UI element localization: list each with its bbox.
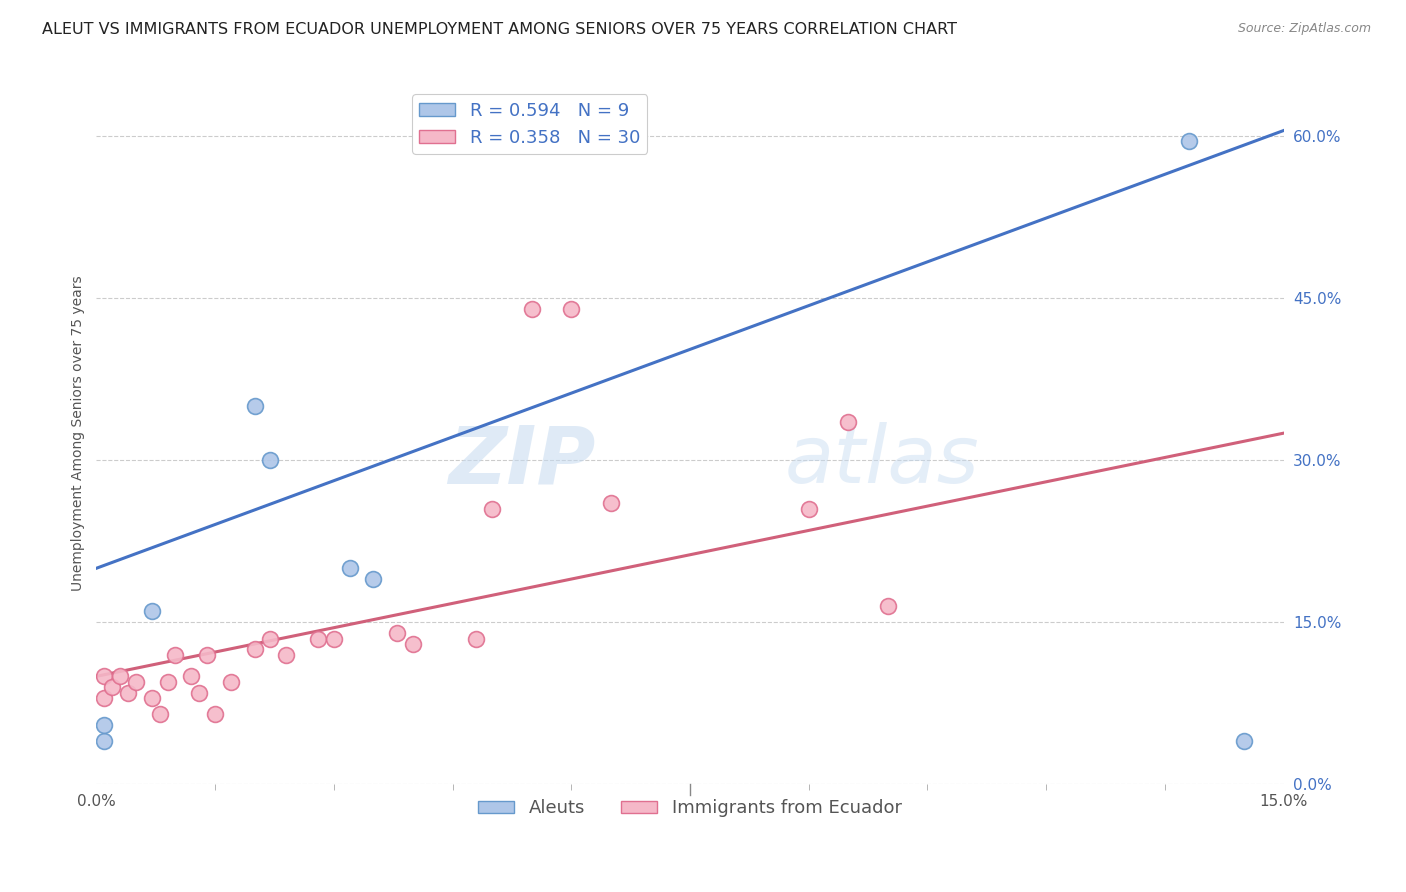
Point <box>1233 734 1256 748</box>
Point <box>195 648 218 662</box>
Text: Source: ZipAtlas.com: Source: ZipAtlas.com <box>1237 22 1371 36</box>
Point <box>276 648 298 662</box>
Point <box>520 301 543 316</box>
Point <box>125 674 148 689</box>
Point <box>93 734 115 748</box>
Point <box>108 669 131 683</box>
Point <box>141 605 163 619</box>
Point <box>93 669 115 683</box>
Point <box>322 632 344 646</box>
Point <box>307 632 329 646</box>
Text: atlas: atlas <box>785 422 980 500</box>
Point <box>101 680 124 694</box>
Point <box>402 637 425 651</box>
Point <box>149 707 172 722</box>
Point <box>117 685 139 699</box>
Text: ALEUT VS IMMIGRANTS FROM ECUADOR UNEMPLOYMENT AMONG SENIORS OVER 75 YEARS CORREL: ALEUT VS IMMIGRANTS FROM ECUADOR UNEMPLO… <box>42 22 957 37</box>
Point <box>243 399 266 413</box>
Point <box>188 685 211 699</box>
Point <box>363 572 385 586</box>
Point <box>797 501 820 516</box>
Y-axis label: Unemployment Among Seniors over 75 years: Unemployment Among Seniors over 75 years <box>72 276 86 591</box>
Point <box>165 648 187 662</box>
Point <box>1177 134 1199 148</box>
Point <box>219 674 242 689</box>
Point <box>259 632 281 646</box>
Point <box>385 626 408 640</box>
Point <box>599 496 621 510</box>
Point <box>180 669 202 683</box>
Point <box>204 707 226 722</box>
Point <box>259 453 281 467</box>
Point <box>339 561 361 575</box>
Legend: Aleuts, Immigrants from Ecuador: Aleuts, Immigrants from Ecuador <box>471 792 910 824</box>
Point <box>156 674 179 689</box>
Point <box>560 301 582 316</box>
Point <box>837 415 859 429</box>
Point <box>93 690 115 705</box>
Point <box>141 690 163 705</box>
Point <box>876 599 898 613</box>
Point <box>93 718 115 732</box>
Text: ZIP: ZIP <box>447 422 595 500</box>
Point <box>465 632 488 646</box>
Point <box>481 501 503 516</box>
Point <box>243 642 266 657</box>
